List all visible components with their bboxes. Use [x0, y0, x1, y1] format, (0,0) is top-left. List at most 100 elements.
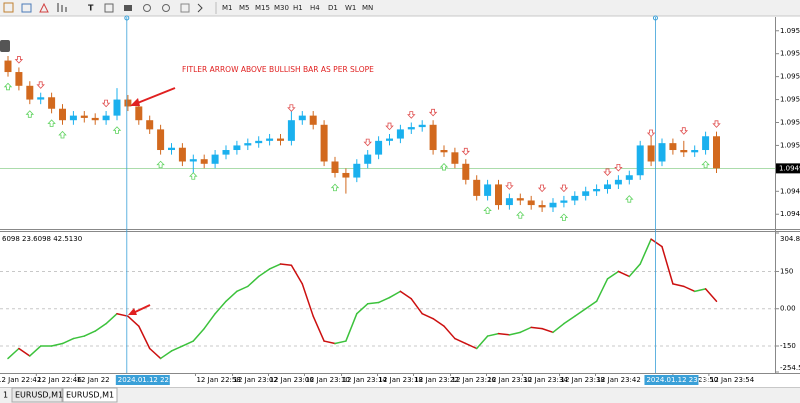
candle-body — [440, 150, 448, 153]
sell-arrow — [385, 122, 394, 131]
annotation-arrow — [132, 304, 151, 314]
candle-body — [396, 129, 404, 139]
candle-body — [495, 184, 502, 206]
candle-body — [244, 143, 252, 146]
tab-label[interactable]: EURUSD,M1 — [15, 391, 63, 400]
timeframe-button[interactable]: D1 — [328, 4, 338, 12]
candle-body — [353, 163, 361, 178]
x-tick-label: 12 Jan 23:10 — [305, 376, 349, 384]
indicator-segment — [672, 283, 685, 288]
crosshair-price-label: 1.09495 — [779, 164, 800, 172]
tool-icon[interactable]: T — [88, 4, 94, 13]
timeframe-group: M1 M5 M15 M30 H1 H4 D1 W1 MN — [222, 4, 373, 12]
indicator-segment — [617, 270, 631, 278]
sell-arrow — [287, 104, 296, 112]
x-tick-label: 12 Jan 23:42 — [597, 376, 641, 384]
indicator-segment — [268, 263, 282, 270]
indicator-segment — [18, 347, 31, 357]
candle-body — [560, 200, 568, 203]
timeframe-button[interactable]: H4 — [310, 4, 320, 12]
indicator-segment — [356, 303, 369, 315]
y-tick-label: -254.581 — [780, 364, 800, 372]
candle-body — [582, 191, 590, 196]
candle-body — [418, 124, 426, 128]
indicator-segment — [301, 283, 314, 317]
tool-icon[interactable] — [143, 4, 151, 12]
indicator-segment — [312, 315, 325, 342]
timeframe-button[interactable]: M1 — [222, 4, 233, 12]
timeframe-button[interactable]: M30 — [274, 4, 289, 12]
y-tick-label: 1.09525 — [780, 96, 800, 104]
candle-body — [375, 140, 383, 155]
candle-body — [484, 184, 492, 196]
tool-icon[interactable] — [57, 3, 67, 12]
buy-arrow — [156, 160, 165, 169]
indicator-segment — [704, 288, 718, 303]
indicator-segment — [399, 290, 413, 300]
buy-arrow — [3, 82, 13, 91]
x-tick-label: 12 Jan 22:46 — [37, 376, 82, 384]
indicator-chart: 6098 23.6098 42.5130 304.813 150 0.00 -150 -2… — [0, 232, 800, 373]
x-tick-label: 12 Jan 23:02 — [234, 376, 278, 384]
crosshair-time-label: 2024.01.12 23:48 — [646, 376, 708, 384]
crosshair-time-label: 2024.01.12 22:51 — [118, 376, 180, 384]
indicator-segment — [661, 245, 674, 285]
candle-body — [59, 108, 66, 121]
timeframe-button[interactable]: H1 — [293, 4, 303, 12]
indicator-segment — [486, 332, 500, 337]
indicator-segment — [181, 340, 195, 347]
y-tick-label: 1.09555 — [780, 27, 800, 35]
candle-body — [658, 143, 666, 162]
candle-body — [647, 145, 655, 162]
indicator-segment — [203, 312, 216, 330]
buy-arrow — [439, 162, 449, 171]
indicator-segment — [519, 326, 532, 334]
candle-body — [298, 115, 306, 121]
indicator-segment — [584, 300, 598, 310]
annotation-arrowhead — [130, 98, 140, 106]
indicator-segment — [236, 285, 249, 293]
buy-arrow — [58, 130, 67, 139]
toolbar: T M1 M5 M15 M30 H1 H4 D1 W1 MN — [0, 0, 800, 17]
candle-body — [168, 147, 175, 151]
buy-arrow — [483, 206, 492, 215]
candle-body — [255, 140, 263, 144]
indicator-segment — [159, 350, 173, 360]
x-tick-label: 12 Jan 23:34 — [523, 376, 568, 384]
tool-icon[interactable] — [3, 2, 14, 13]
tool-icon[interactable] — [124, 5, 132, 11]
sell-arrow — [101, 99, 111, 108]
timeframe-button[interactable]: M5 — [239, 4, 250, 12]
indicator-segment — [94, 322, 107, 332]
timeframe-button[interactable]: M15 — [255, 4, 270, 12]
candle-body — [473, 179, 481, 196]
tab[interactable] — [11, 387, 63, 403]
tool-icon[interactable] — [197, 3, 203, 13]
timeframe-button[interactable]: W1 — [345, 4, 356, 12]
tool-icon[interactable] — [39, 2, 49, 13]
indicator-segment — [497, 332, 511, 336]
candle-body — [571, 195, 579, 201]
tool-icon[interactable] — [180, 3, 190, 13]
tab-label[interactable]: 1 — [3, 391, 8, 400]
candle-body — [15, 72, 23, 86]
tab-label[interactable]: EURUSD,M1 — [66, 391, 114, 400]
y-tick-label: 1.09535 — [780, 73, 800, 81]
indicator-segment — [552, 322, 565, 334]
tool-icon[interactable] — [104, 3, 114, 13]
indicator-segment — [574, 307, 587, 317]
one-click-trading-icon[interactable] — [0, 40, 10, 52]
sell-arrow — [712, 120, 721, 128]
tab[interactable] — [62, 387, 118, 403]
tool-icon[interactable] — [162, 4, 170, 12]
y-tick-label: 1.09505 — [780, 141, 800, 149]
indicator-segment — [50, 342, 64, 347]
tool-icon[interactable] — [21, 3, 32, 13]
candle-body — [233, 145, 241, 151]
candle-body — [135, 106, 143, 121]
candle-body — [211, 154, 219, 164]
buy-arrow — [25, 110, 35, 118]
candle-body — [505, 198, 513, 206]
timeframe-button[interactable]: MN — [362, 4, 373, 12]
candle-body — [451, 152, 459, 164]
